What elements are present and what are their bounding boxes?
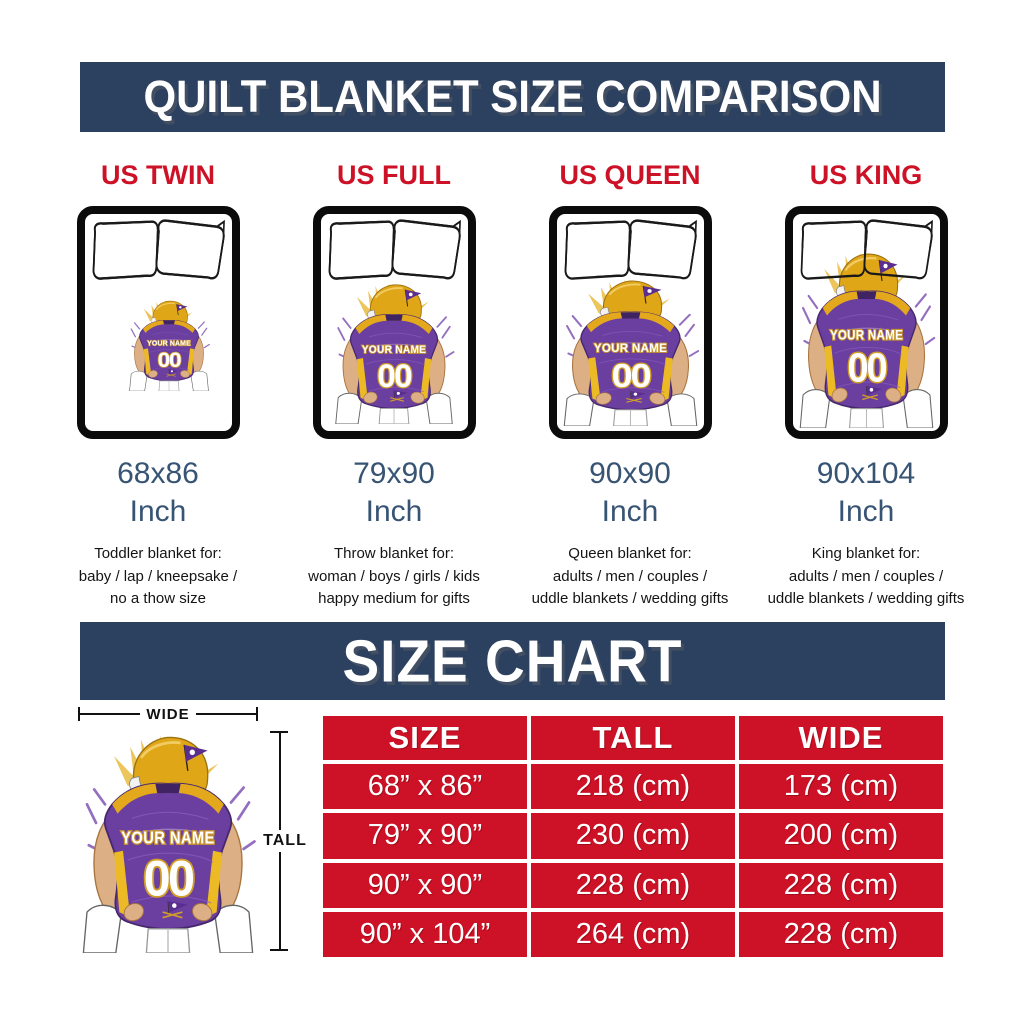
size-column-king: US KING 90x104 Inch King blanket for: adu… <box>748 158 984 611</box>
jersey-blanket-icon <box>559 276 701 426</box>
table-cell: 79” x 90” <box>323 813 527 859</box>
blanket-description: Queen blanket for: adults / men / couples… <box>531 545 729 607</box>
column-label-king: US KING <box>809 160 923 190</box>
size-unit: Inch <box>837 495 895 528</box>
table-cell: 90” x 90” <box>323 862 527 908</box>
wide-label: WIDE <box>140 705 196 723</box>
bed-illustration-king <box>784 206 948 439</box>
bed-illustration-full <box>312 206 476 439</box>
table-cell: 90” x 104” <box>323 911 527 957</box>
table-cell: 218 (cm) <box>531 764 735 810</box>
column-label-queen: US QUEEN <box>559 160 701 190</box>
size-comparison-section: US TWIN 68x86 Inch Toddler blanket for: b… <box>40 158 984 611</box>
blanket-description: Throw blanket for: woman / boys / girls /… <box>308 545 480 607</box>
size-column-queen: US QUEEN 90x90 Inch Queen blanket for: ad… <box>512 158 748 611</box>
comparison-title-banner: QUILT BLANKET SIZE COMPARISON <box>80 62 945 132</box>
blanket-description: Toddler blanket for: baby / lap / kneepsa… <box>78 545 238 607</box>
size-column-twin: US TWIN 68x86 Inch Toddler blanket for: b… <box>40 158 276 611</box>
bed-illustration-twin <box>76 206 240 439</box>
tall-measure-arrow: TALL <box>262 731 308 951</box>
size-inches: 90x104 <box>816 457 916 490</box>
size-chart-title: SIZE CHART <box>342 627 683 695</box>
jersey-blanket-icon <box>126 298 211 391</box>
jersey-blanket-icon <box>331 280 456 424</box>
size-inches: 90x90 <box>589 457 671 490</box>
size-column-full: US FULL 79x90 Inch Throw blanket for: wom… <box>276 158 512 611</box>
table-cell: 68” x 86” <box>323 764 527 810</box>
table-cell: 173 (cm) <box>739 764 943 810</box>
table-cell: 228 (cm) <box>739 862 943 908</box>
table-cell: 230 (cm) <box>531 813 735 859</box>
pillows-outline-icon <box>799 219 933 280</box>
table-cell: 228 (cm) <box>739 911 943 957</box>
table-cell: 264 (cm) <box>531 911 735 957</box>
table-cell: 228 (cm) <box>531 862 735 908</box>
pillows-outline-icon <box>91 219 225 280</box>
size-chart-title-banner: SIZE CHART <box>80 622 945 700</box>
wide-measure-arrow: WIDE <box>78 705 258 723</box>
size-chart-table: SIZE TALL WIDE 68” x 86” 218 (cm) 173 (c… <box>323 716 943 957</box>
column-label-full: US FULL <box>337 160 451 190</box>
table-header-wide: WIDE <box>739 716 943 760</box>
blanket-description: King blanket for: adults / men / couples … <box>767 545 965 607</box>
tall-label: TALL <box>262 830 308 852</box>
size-unit: Inch <box>129 495 187 528</box>
size-unit: Inch <box>365 495 423 528</box>
table-cell: 200 (cm) <box>739 813 943 859</box>
comparison-title: QUILT BLANKET SIZE COMPARISON <box>143 71 882 122</box>
pillows-outline-icon <box>327 219 461 280</box>
size-inches: 79x90 <box>353 457 435 490</box>
pillows-outline-icon <box>563 219 697 280</box>
bed-illustration-queen <box>548 206 712 439</box>
table-header-size: SIZE <box>323 716 527 760</box>
table-header-tall: TALL <box>531 716 735 760</box>
size-inches: 68x86 <box>117 457 199 490</box>
column-label-twin: US TWIN <box>101 160 215 190</box>
size-unit: Inch <box>601 495 659 528</box>
jersey-diagram-image <box>78 730 258 953</box>
